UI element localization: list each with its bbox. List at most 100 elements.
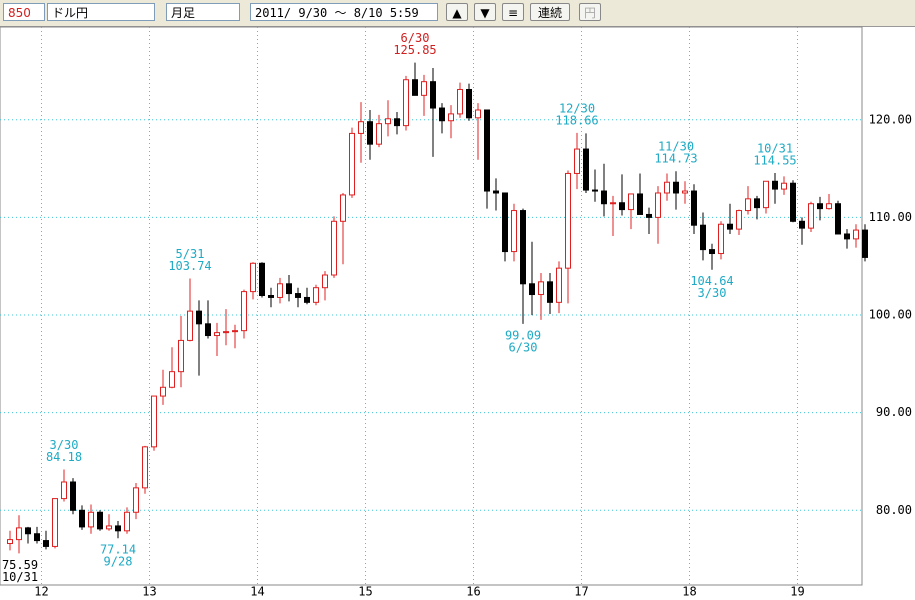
candle-body <box>430 81 436 109</box>
candle-body <box>160 386 166 397</box>
annotation: 75.59 <box>2 558 38 572</box>
y-tick-label: 100.00 <box>869 308 912 322</box>
candle-body <box>412 79 418 96</box>
symbol-box[interactable]: ドル円 <box>47 3 155 21</box>
candle-body <box>340 194 346 222</box>
candle-body <box>574 148 580 174</box>
candle-body <box>232 330 238 333</box>
candle-body <box>610 202 616 205</box>
candle-body <box>304 296 310 303</box>
candle-body <box>466 88 472 119</box>
candle-body <box>736 210 742 230</box>
menu-button[interactable]: ≡ <box>502 3 524 21</box>
candle-body <box>808 203 814 229</box>
candle-body <box>799 220 805 229</box>
candle-body <box>700 224 706 251</box>
candle-body <box>862 229 868 258</box>
candle-body <box>187 310 193 341</box>
annotation: 99.09 <box>505 328 541 342</box>
candle-body <box>7 539 13 545</box>
x-tick-label: 13 <box>142 585 156 599</box>
candle-body <box>151 395 157 448</box>
annotation: 12/30 <box>559 101 595 115</box>
candle-body <box>502 192 508 253</box>
candle-body <box>43 540 49 547</box>
annotation: 125.85 <box>393 43 436 57</box>
annotation: 103.74 <box>168 259 211 273</box>
candle-body <box>790 182 796 222</box>
candle-body <box>511 210 517 253</box>
x-tick-label: 14 <box>250 585 264 599</box>
candle-body <box>538 281 544 296</box>
yen-button[interactable]: 円 <box>579 3 601 21</box>
annotation: 77.14 <box>100 543 136 557</box>
candle-body <box>646 213 652 218</box>
candle-body <box>439 107 445 122</box>
candle-body <box>403 79 409 127</box>
candle-body <box>457 88 463 115</box>
annotation: 104.64 <box>690 274 733 288</box>
x-tick-label: 15 <box>358 585 372 599</box>
candle-body <box>223 331 229 334</box>
annotation: 114.55 <box>753 153 796 167</box>
candle-body <box>367 121 373 145</box>
candle-body <box>52 498 58 547</box>
candle-body <box>583 148 589 191</box>
candle-body <box>592 189 598 192</box>
x-tick-label: 19 <box>790 585 804 599</box>
down-button[interactable]: ▼ <box>474 3 496 21</box>
candle-body <box>349 132 355 196</box>
candle-body <box>826 203 832 210</box>
code-box[interactable]: 850 <box>3 3 45 21</box>
candle-body <box>718 223 724 255</box>
candle-body <box>385 118 391 125</box>
candle-body <box>286 283 292 295</box>
candle-body <box>556 267 562 303</box>
annotation: 11/30 <box>658 140 694 154</box>
candle-body <box>322 274 328 289</box>
candle-body <box>745 198 751 212</box>
candle-body <box>709 249 715 255</box>
candle-body <box>484 109 490 192</box>
candle-body <box>853 229 859 240</box>
candle-body <box>61 481 67 500</box>
candle-body <box>259 262 265 297</box>
candle-body <box>835 203 841 235</box>
y-tick-label: 120.00 <box>869 112 912 126</box>
candle-body <box>70 481 76 511</box>
candle-body <box>844 233 850 240</box>
candle-body <box>619 202 625 211</box>
x-tick-label: 12 <box>34 585 48 599</box>
candle-body <box>673 181 679 194</box>
candle-body <box>358 121 364 134</box>
candle-body <box>169 371 175 388</box>
up-button[interactable]: ▲ <box>446 3 468 21</box>
annotation: 3/30 <box>50 438 79 452</box>
candle-body <box>529 283 535 296</box>
continuous-button[interactable]: 連続 <box>530 3 570 21</box>
candle-body <box>376 123 382 145</box>
candle-body <box>268 295 274 298</box>
annotation: 84.18 <box>46 450 82 464</box>
annotation: 10/31 <box>757 141 793 155</box>
candle-body <box>448 113 454 122</box>
candle-body <box>88 511 94 528</box>
annotation: 118.66 <box>555 113 598 127</box>
candle-body <box>97 511 103 530</box>
candle-body <box>628 193 634 211</box>
candle-body <box>124 511 130 532</box>
candle-body <box>421 81 427 96</box>
candle-body <box>142 446 148 489</box>
x-tick-label: 16 <box>466 585 480 599</box>
candle-body <box>691 190 697 226</box>
annotation: 114.73 <box>654 152 697 166</box>
candle-body <box>565 172 571 269</box>
candle-body <box>241 291 247 332</box>
candle-body <box>133 487 139 513</box>
candle-body <box>79 509 85 528</box>
candle-body <box>493 190 499 194</box>
period-select[interactable]: 月足 <box>166 3 240 21</box>
plot-frame <box>0 26 863 586</box>
candle-body <box>196 310 202 325</box>
candle-body <box>547 281 553 303</box>
